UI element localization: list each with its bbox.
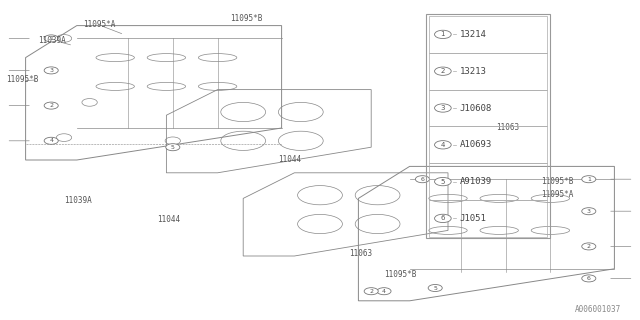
Text: 11044: 11044: [157, 215, 180, 224]
Text: 1: 1: [587, 177, 591, 182]
Text: 13214: 13214: [460, 30, 486, 39]
Text: 3: 3: [49, 68, 53, 73]
Bar: [429, 163, 547, 200]
Text: 4: 4: [382, 289, 386, 294]
Text: 11095*B: 11095*B: [230, 14, 263, 23]
Text: 11044: 11044: [278, 155, 301, 164]
Circle shape: [582, 275, 596, 282]
Text: 1: 1: [49, 36, 53, 41]
Circle shape: [435, 178, 451, 186]
Text: 5: 5: [171, 145, 175, 150]
Circle shape: [435, 104, 451, 112]
Circle shape: [44, 35, 58, 42]
Text: 11095*A: 11095*A: [83, 20, 116, 29]
Text: 5: 5: [441, 179, 445, 185]
Text: 4: 4: [441, 142, 445, 148]
Text: 5: 5: [433, 285, 437, 291]
Text: 11039A: 11039A: [38, 36, 66, 45]
Text: 3: 3: [587, 209, 591, 214]
Text: J1051: J1051: [460, 214, 486, 223]
Circle shape: [415, 176, 429, 183]
Circle shape: [582, 208, 596, 215]
Text: 3: 3: [440, 105, 445, 111]
Text: 2: 2: [369, 289, 373, 294]
Bar: [429, 200, 547, 237]
Text: 4: 4: [49, 138, 53, 143]
Text: 1: 1: [440, 31, 445, 37]
Circle shape: [435, 67, 451, 76]
Circle shape: [44, 67, 58, 74]
Circle shape: [582, 176, 596, 183]
Text: 11095*B: 11095*B: [384, 270, 417, 279]
Bar: [429, 126, 547, 163]
Text: 2: 2: [587, 244, 591, 249]
Circle shape: [166, 144, 180, 151]
Text: 2: 2: [49, 103, 53, 108]
Circle shape: [435, 141, 451, 149]
Text: A91039: A91039: [460, 177, 492, 186]
Text: 6: 6: [420, 177, 424, 182]
Circle shape: [44, 137, 58, 144]
Text: 2: 2: [441, 68, 445, 74]
Circle shape: [435, 30, 451, 39]
Bar: [426, 14, 550, 238]
Text: 6: 6: [440, 215, 445, 221]
Text: 11063: 11063: [349, 249, 372, 258]
Circle shape: [364, 288, 378, 295]
Text: 13213: 13213: [460, 67, 486, 76]
Bar: [429, 16, 547, 53]
Text: J10608: J10608: [460, 103, 492, 113]
Circle shape: [44, 102, 58, 109]
Text: A10693: A10693: [460, 140, 492, 149]
Circle shape: [377, 288, 391, 295]
Circle shape: [582, 243, 596, 250]
Text: 11039A: 11039A: [64, 196, 92, 205]
Circle shape: [428, 284, 442, 292]
Text: 11095*A: 11095*A: [541, 190, 573, 199]
Text: 11095*B: 11095*B: [6, 75, 39, 84]
Text: 11063: 11063: [496, 123, 519, 132]
Text: 6: 6: [587, 276, 591, 281]
Text: 11095*B: 11095*B: [541, 177, 573, 186]
Circle shape: [435, 214, 451, 223]
Text: A006001037: A006001037: [575, 305, 621, 314]
Bar: [429, 90, 547, 126]
Bar: [429, 53, 547, 90]
